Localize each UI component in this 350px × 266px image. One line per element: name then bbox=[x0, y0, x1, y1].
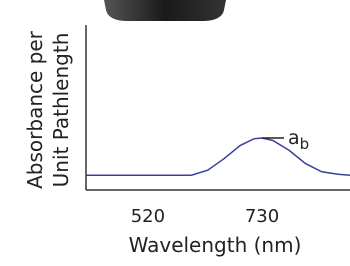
annotation: ab bbox=[288, 127, 309, 153]
annotation-text: a bbox=[288, 127, 300, 149]
x-tick-label: 520 bbox=[131, 206, 165, 227]
y-axis-label: Unit Pathlength bbox=[49, 33, 73, 188]
object-top bbox=[104, 0, 226, 21]
x-axis-label: Wavelength (nm) bbox=[129, 233, 302, 257]
y-axis-label: Absorbance per bbox=[23, 30, 47, 189]
line bbox=[86, 138, 350, 175]
annotation-subscript: b bbox=[300, 135, 310, 153]
x-tick-label: 730 bbox=[245, 206, 279, 227]
chart: Absorbance per Unit Pathlength Wavelengt… bbox=[0, 0, 350, 266]
